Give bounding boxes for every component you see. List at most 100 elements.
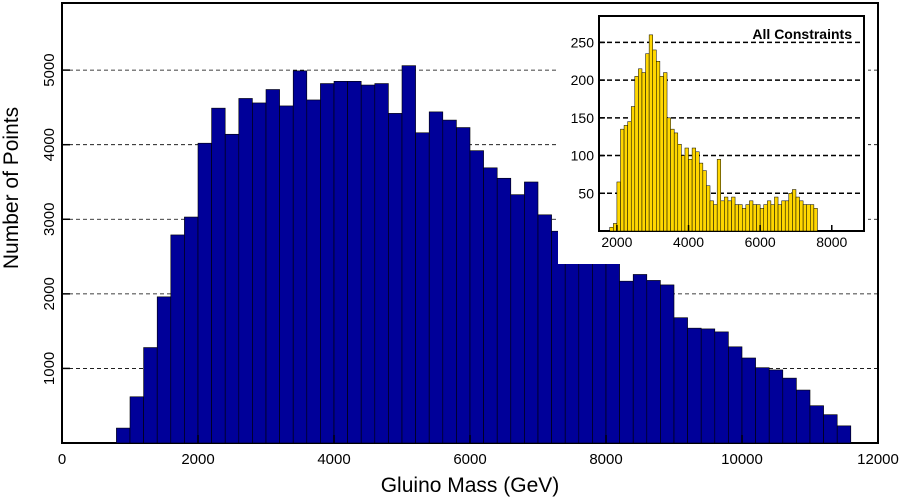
inset-bar — [652, 49, 657, 232]
inset-histogram: 2000 4000 6000 8000 50 100 150 200 250 All Cons… — [558, 8, 868, 264]
inset-bar — [795, 196, 800, 232]
inset-bar — [659, 76, 664, 232]
main-bar — [388, 113, 403, 444]
inset-bar — [731, 196, 736, 232]
inset-bar — [752, 204, 757, 232]
inset-bar — [648, 34, 653, 232]
main-bar — [796, 389, 811, 444]
inset-bar — [774, 196, 779, 232]
inset-bar — [734, 204, 739, 232]
main-bar — [728, 346, 743, 444]
main-bar — [415, 132, 430, 444]
inset-bar — [770, 204, 775, 232]
inset-bar — [763, 204, 768, 232]
main-bar — [360, 84, 376, 444]
inset-bar — [695, 151, 700, 232]
main-bar — [578, 240, 593, 444]
inset-bar — [813, 208, 818, 232]
inset-bar — [677, 143, 682, 232]
inset-bar — [720, 200, 725, 232]
inset-y-tick-label: 200 — [571, 72, 595, 88]
main-y-tick-label: 2000 — [41, 277, 58, 310]
inset-bar — [724, 196, 729, 232]
main-x-tick-label: 8000 — [589, 451, 622, 468]
main-bar — [401, 65, 416, 444]
main-bar — [292, 70, 308, 444]
inset-bar — [609, 226, 614, 232]
main-bar — [428, 111, 444, 444]
inset-bar — [741, 208, 747, 232]
inset-bar — [620, 128, 625, 232]
main-bar — [755, 367, 770, 444]
inset-title: All Constraints — [752, 26, 852, 42]
main-bar — [660, 284, 675, 444]
main-bar — [524, 181, 539, 444]
main-bar — [714, 331, 729, 444]
inset-bar — [806, 204, 811, 232]
inset-bar — [727, 200, 732, 232]
inset-bar — [684, 147, 689, 232]
main-x-ticks: 0 2000 4000 6000 8000 10000 12000 — [58, 435, 899, 468]
main-bar — [197, 142, 212, 444]
inset-bar — [699, 162, 704, 232]
inset-bar — [681, 155, 686, 232]
inset-bar — [688, 159, 693, 232]
main-bar — [700, 328, 716, 444]
inset-bar — [670, 128, 675, 232]
main-y-tick-label: 1000 — [41, 352, 58, 385]
inset-bar — [799, 200, 804, 232]
inset-bar — [663, 72, 668, 232]
main-x-axis-title: Gluino Mass (GeV) — [381, 474, 560, 497]
main-bar — [224, 133, 240, 444]
main-bar — [306, 99, 321, 444]
main-bar — [374, 83, 389, 444]
inset-bar — [616, 181, 621, 232]
main-y-ticks: 1000 2000 3000 4000 5000 — [41, 53, 70, 385]
main-y-tick-label: 3000 — [41, 203, 58, 236]
main-x-tick-label: 4000 — [317, 451, 350, 468]
main-bar — [782, 377, 797, 444]
inset-bar — [630, 106, 636, 232]
main-bar — [347, 81, 362, 444]
inset-bar — [706, 185, 711, 232]
main-y-tick-label: 4000 — [41, 128, 58, 161]
inset-bar — [623, 125, 628, 232]
inset-y-tick-label: 250 — [571, 34, 595, 50]
inset-bar — [634, 76, 639, 232]
main-y-axis-title: Number of Points — [0, 107, 23, 269]
main-bar — [768, 369, 784, 444]
main-bar — [265, 89, 280, 444]
main-bar — [170, 234, 185, 444]
main-bar — [592, 260, 607, 444]
inset-bar — [788, 193, 793, 232]
inset-bar — [702, 170, 707, 232]
main-bar — [184, 216, 199, 444]
inset-bar — [738, 204, 743, 232]
inset-bar — [656, 61, 661, 232]
inset-bar — [641, 72, 646, 232]
inset-bar — [673, 132, 679, 232]
inset-x-ticks: 2000 4000 6000 8000 — [601, 225, 848, 250]
inset-x-tick-label: 2000 — [601, 234, 632, 250]
inset-bar — [781, 200, 786, 232]
main-bar — [836, 425, 852, 444]
main-bar — [320, 83, 335, 444]
main-bar — [632, 274, 648, 444]
main-bar — [238, 98, 253, 444]
main-bar — [741, 357, 756, 444]
main-bar — [510, 194, 525, 444]
main-bar — [456, 127, 471, 444]
inset-bar — [645, 53, 650, 232]
main-bar — [673, 317, 688, 444]
inset-bar — [784, 200, 790, 232]
inset-bar — [810, 204, 815, 232]
main-bar — [483, 167, 498, 444]
main-bar — [619, 280, 634, 444]
main-bar — [646, 280, 661, 444]
inset-bar — [802, 204, 807, 232]
inset-bar — [709, 200, 714, 232]
main-x-tick-label: 0 — [58, 451, 66, 468]
main-bar — [143, 347, 158, 444]
main-x-tick-label: 12000 — [857, 451, 899, 468]
inset-x-tick-label: 8000 — [816, 234, 847, 250]
